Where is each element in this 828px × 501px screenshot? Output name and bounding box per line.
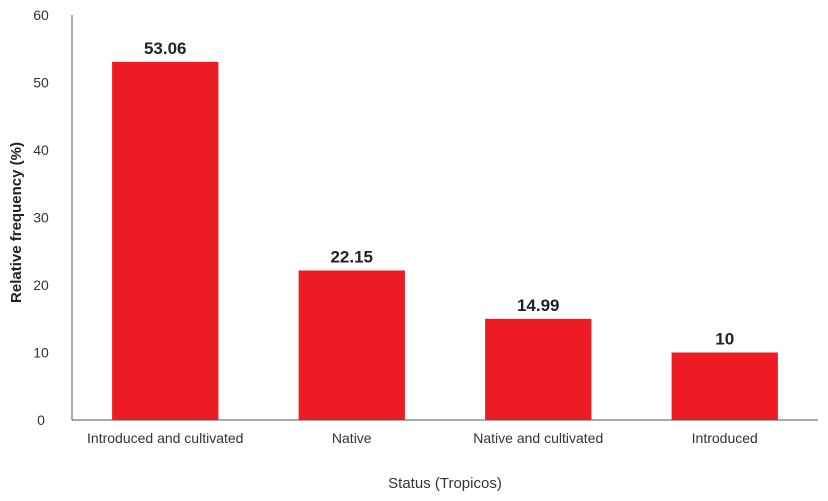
bars-group	[112, 61, 778, 420]
bar-value-label: 53.06	[144, 39, 187, 58]
y-axis-ticks: 0 10 20 30 40 50 60	[33, 7, 49, 428]
x-tick-label: Native and cultivated	[473, 430, 603, 446]
bar	[671, 352, 778, 420]
bar-value-label: 10	[715, 330, 734, 349]
y-tick-label: 30	[33, 210, 49, 226]
x-tick-label: Introduced and cultivated	[87, 430, 243, 446]
bar-value-label: 14.99	[517, 296, 560, 315]
y-tick-label: 0	[37, 412, 45, 428]
x-axis-title: Status (Tropicos)	[388, 475, 502, 492]
x-tick-label: Introduced	[692, 430, 758, 446]
bar	[485, 318, 592, 420]
y-axis-title: Relative frequency (%)	[8, 142, 25, 303]
y-tick-label: 40	[33, 142, 49, 158]
y-tick-label: 50	[33, 75, 49, 91]
data-labels-group: 53.06 22.15 14.99 10	[144, 39, 734, 349]
bar	[298, 270, 405, 420]
bar-value-label: 22.15	[330, 247, 373, 266]
y-tick-label: 60	[33, 7, 49, 23]
bar	[112, 61, 219, 420]
y-tick-label: 20	[33, 277, 49, 293]
x-axis-tick-labels: Introduced and cultivated Native Native an…	[87, 430, 758, 446]
x-tick-label: Native	[332, 430, 372, 446]
y-tick-label: 10	[33, 345, 49, 361]
